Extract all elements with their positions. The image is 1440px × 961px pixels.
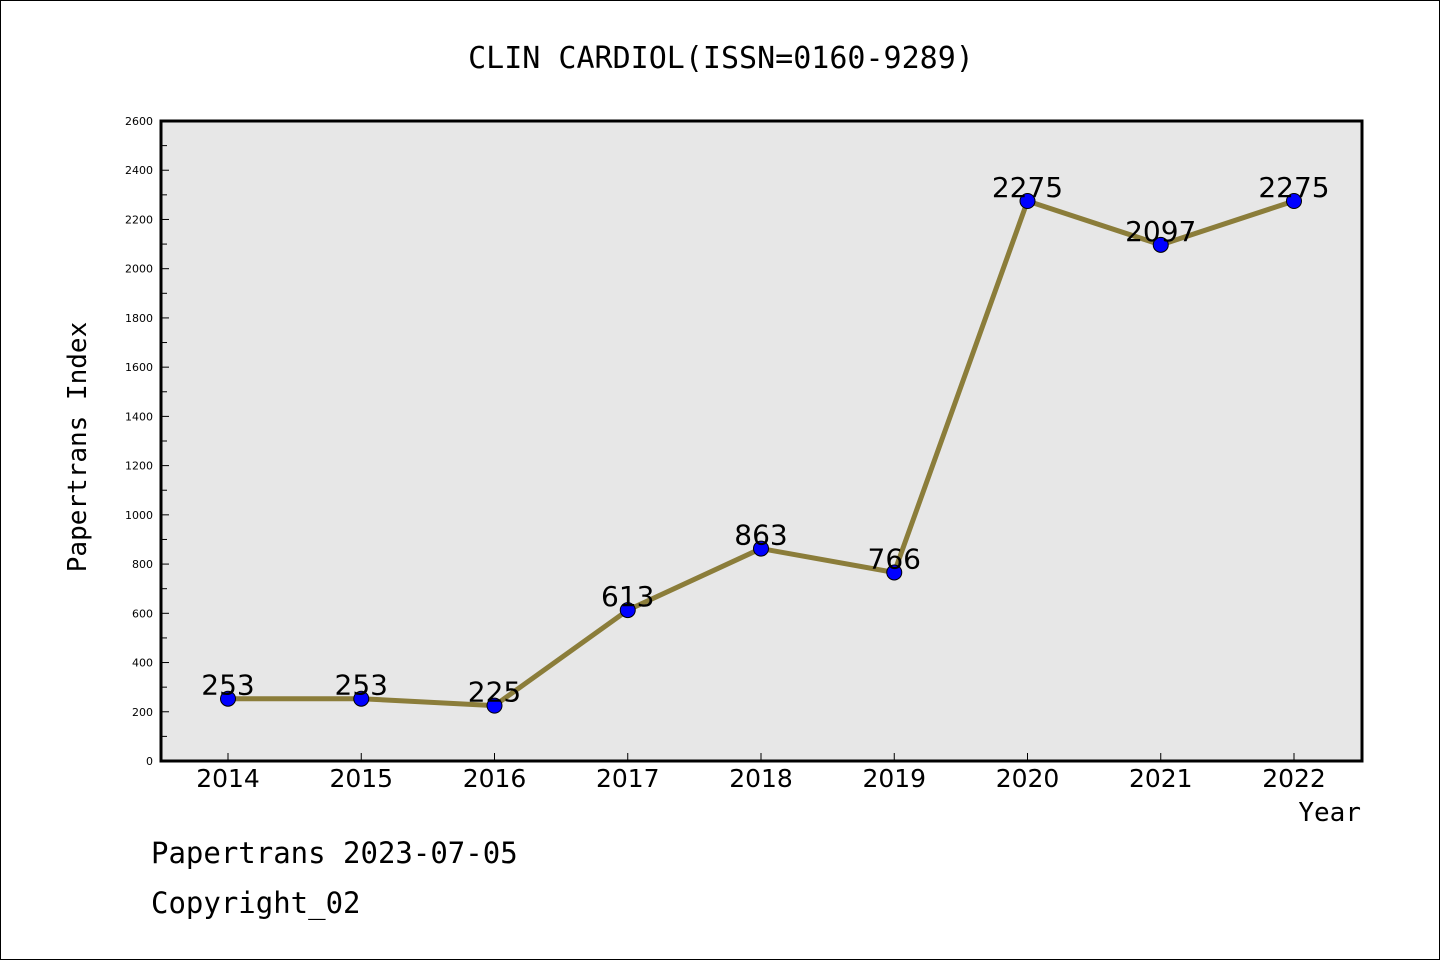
data-label: 253 [201, 669, 254, 702]
x-axis-label: Year [1298, 798, 1361, 828]
x-tick-label: 2014 [196, 764, 260, 793]
x-tick-label: 2019 [862, 764, 926, 793]
data-label: 2097 [1125, 215, 1196, 248]
x-tick-label: 2015 [329, 764, 393, 793]
x-tick-label: 2017 [596, 764, 660, 793]
y-tick-label: 0 [146, 755, 153, 768]
y-tick-label: 1800 [125, 312, 153, 325]
footer-date: Papertrans 2023-07-05 [151, 836, 518, 870]
data-point-marker [619, 602, 636, 619]
data-label: 766 [868, 542, 921, 575]
y-tick-label: 2600 [125, 115, 153, 128]
y-tick-label: 1400 [125, 410, 153, 423]
marker-group [220, 193, 1302, 714]
data-label: 2275 [1258, 171, 1329, 204]
y-tick-label: 800 [132, 558, 153, 571]
data-point-marker [353, 690, 370, 707]
x-tick-label: 2018 [729, 764, 793, 793]
data-label: 253 [335, 669, 388, 702]
y-tick-label: 1600 [125, 361, 153, 374]
plot-area [161, 121, 1362, 761]
data-label: 2275 [992, 171, 1063, 204]
x-axis: 2014 2015 2016 2017 2018 2019 2020 2021 2022 [196, 753, 1326, 793]
chart-title: CLIN CARDIOL(ISSN=0160-9289) [468, 41, 974, 76]
y-tick-label: 2400 [125, 164, 153, 177]
y-tick-label: 2200 [125, 213, 153, 226]
data-point-marker [1152, 236, 1169, 253]
x-tick-label: 2021 [1129, 764, 1193, 793]
data-point-marker [886, 564, 903, 581]
y-tick-label: 400 [132, 657, 153, 670]
footer-copyright: Copyright_02 [151, 886, 361, 920]
x-tick-label: 2022 [1262, 764, 1326, 793]
y-tick-label: 1000 [125, 509, 153, 522]
x-tick-label: 2016 [463, 764, 527, 793]
x-tick-label: 2020 [996, 764, 1060, 793]
data-point-marker [1286, 193, 1302, 209]
data-label: 863 [734, 519, 787, 552]
data-point-marker [1019, 193, 1036, 209]
data-point-marker [753, 540, 769, 557]
data-point-marker [486, 697, 503, 714]
y-tick-label: 2000 [125, 263, 153, 276]
data-label: 225 [468, 676, 521, 709]
data-label-group: 253 253 225 613 863 766 2275 2097 2275 [201, 171, 1329, 709]
y-axis-label: Papertrans Index [63, 322, 93, 572]
plot-border [159, 119, 1364, 763]
y-tick-label: 1200 [125, 460, 153, 473]
y-tick-label: 200 [132, 706, 153, 719]
data-point-marker [220, 690, 236, 707]
y-tick-label: 600 [132, 607, 153, 620]
data-label: 613 [601, 580, 654, 613]
